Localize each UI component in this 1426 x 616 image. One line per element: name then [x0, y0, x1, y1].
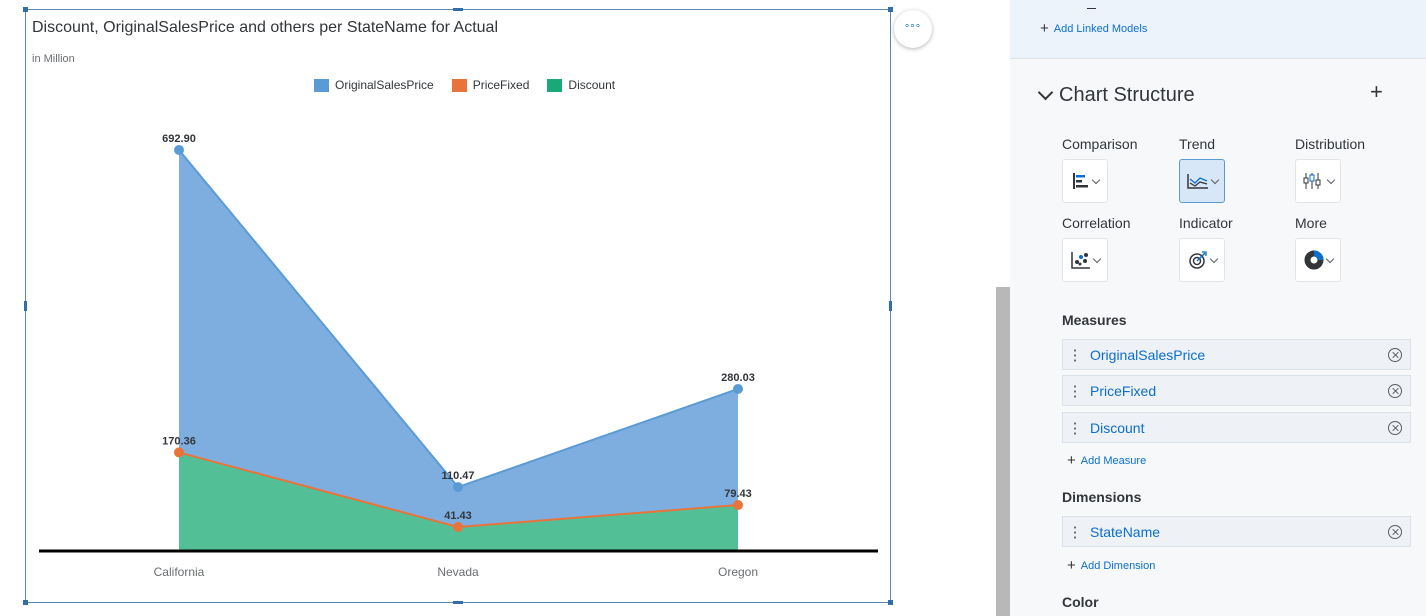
resize-handle-bottom-right[interactable]: [888, 600, 893, 605]
add-measure-label: Add Measure: [1080, 454, 1147, 467]
color-title: Color: [1062, 594, 1099, 610]
data-label-pricefixed-0: 170.36: [162, 435, 196, 447]
data-label-originalsalesprice-0: 692.90: [162, 133, 196, 145]
drag-handle-icon[interactable]: [1074, 524, 1076, 539]
builder-panel: + Add Linked Models Chart Structure + Co…: [1010, 0, 1426, 616]
measure-label: Discount: [1090, 419, 1145, 436]
legend-label: PriceFixed: [472, 78, 530, 92]
data-label-pricefixed-1: 41.43: [444, 510, 472, 522]
legend-item-originalsalesprice[interactable]: OriginalSalesPrice: [314, 78, 434, 92]
chart-subtitle: in Million: [32, 53, 75, 65]
measures-title: Measures: [1062, 312, 1127, 328]
box-plot-icon: [1303, 173, 1320, 189]
legend-label: OriginalSalesPrice: [335, 78, 434, 92]
legend-swatch: [547, 78, 563, 92]
data-label-originalsalesprice-1: 110.47: [441, 470, 474, 482]
distribution-chart-button[interactable]: [1295, 159, 1341, 203]
add-dimension-label: Add Dimension: [1080, 559, 1156, 572]
legend-item-discount[interactable]: Discount: [547, 78, 615, 92]
drag-handle-icon[interactable]: [1074, 383, 1076, 398]
remove-icon[interactable]: [1388, 420, 1402, 435]
remove-icon[interactable]: [1388, 383, 1402, 398]
area-discount: [179, 452, 738, 551]
add-linked-models-link[interactable]: + Add Linked Models: [1040, 21, 1147, 36]
point-pricefixed-2: [733, 500, 743, 511]
drag-handle-icon[interactable]: [1074, 347, 1076, 362]
data-label-pricefixed-2: 79.43: [724, 488, 752, 500]
resize-handle-right[interactable]: [889, 301, 892, 311]
area-chart-plot: 692.90 110.47 280.03 170.36 41.43 79.43 Califo…: [39, 133, 878, 579]
measure-chip-pricefixed[interactable]: PriceFixed: [1062, 375, 1411, 406]
chevron-down-icon: [1326, 175, 1335, 184]
truncated-text-fragment: [1087, 8, 1096, 9]
category-label-indicator: Indicator: [1179, 215, 1233, 231]
legend-swatch: [451, 78, 467, 92]
point-originalsalesprice-1: [453, 482, 463, 493]
target-icon: [1188, 251, 1207, 269]
section-title: Chart Structure: [1059, 84, 1195, 106]
chevron-down-icon: [1325, 254, 1334, 263]
scatter-chart-icon: [1070, 252, 1090, 269]
legend-swatch: [314, 78, 329, 92]
resize-handle-bottom[interactable]: [453, 601, 463, 604]
resize-handle-left[interactable]: [24, 301, 27, 311]
indicator-chart-button[interactable]: [1179, 238, 1225, 282]
remove-icon[interactable]: [1388, 524, 1402, 539]
point-pricefixed-0: [174, 447, 184, 458]
area-chart-icon: [1186, 174, 1208, 189]
legend-item-pricefixed[interactable]: PriceFixed: [451, 78, 530, 92]
measure-label: OriginalSalesPrice: [1090, 346, 1206, 363]
data-label-originalsalesprice-2: 280.03: [721, 372, 755, 384]
more-options-button[interactable]: °°°: [894, 10, 932, 48]
plus-icon: +: [1067, 557, 1076, 574]
category-label-comparison: Comparison: [1062, 136, 1138, 152]
add-dimension-link[interactable]: + Add Dimension: [1067, 558, 1155, 573]
category-label-more: More: [1295, 215, 1327, 231]
chevron-down-icon: [1037, 84, 1054, 101]
x-tick-label-2: Oregon: [718, 565, 758, 579]
x-tick-label-1: Nevada: [437, 565, 479, 579]
plus-icon: +: [1040, 20, 1049, 37]
resize-handle-bottom-left[interactable]: [23, 600, 28, 605]
data-source-section: + Add Linked Models: [1010, 0, 1426, 59]
chart-structure-toggle[interactable]: Chart Structure: [1037, 84, 1195, 107]
legend-label: Discount: [568, 78, 616, 92]
add-measure-link[interactable]: + Add Measure: [1067, 453, 1146, 468]
chevron-down-icon: [1209, 254, 1218, 263]
add-linked-models-label: Add Linked Models: [1053, 22, 1148, 35]
x-tick-label-0: California: [154, 565, 205, 579]
resize-handle-top-right[interactable]: [888, 7, 893, 12]
correlation-chart-button[interactable]: [1062, 238, 1108, 282]
category-label-trend: Trend: [1179, 136, 1216, 152]
chart-legend: OriginalSalesPrice PriceFixed Discount: [314, 78, 615, 92]
point-originalsalesprice-2: [733, 383, 743, 394]
category-label-correlation: Correlation: [1062, 215, 1131, 231]
category-label-distribution: Distribution: [1295, 136, 1366, 152]
dimensions-title: Dimensions: [1062, 489, 1142, 505]
resize-handle-top[interactable]: [453, 8, 463, 11]
chevron-down-icon: [1092, 254, 1101, 263]
measure-chip-discount[interactable]: Discount: [1062, 412, 1411, 443]
chevron-down-icon: [1091, 175, 1100, 184]
more-chart-types-button[interactable]: [1295, 238, 1341, 282]
comparison-chart-button[interactable]: [1062, 159, 1108, 203]
point-pricefixed-1: [453, 522, 463, 533]
bar-chart-icon: [1072, 173, 1088, 189]
vertical-scrollbar[interactable]: [996, 287, 1010, 616]
add-structure-button[interactable]: +: [1370, 79, 1383, 104]
remove-icon[interactable]: [1388, 347, 1402, 362]
dimension-chip-statename[interactable]: StateName: [1062, 516, 1411, 547]
measure-chip-originalsalesprice[interactable]: OriginalSalesPrice: [1062, 339, 1411, 370]
resize-handle-top-left[interactable]: [23, 7, 28, 12]
drag-handle-icon[interactable]: [1074, 420, 1076, 435]
dimension-label: StateName: [1090, 523, 1161, 540]
area-originalsalesprice: [179, 150, 738, 551]
chevron-down-icon: [1210, 175, 1219, 184]
chart-title: Discount, OriginalSalesPrice and others …: [32, 19, 499, 36]
measure-label: PriceFixed: [1090, 382, 1157, 399]
point-originalsalesprice-0: [174, 145, 184, 155]
donut-chart-icon: [1304, 250, 1323, 270]
plus-icon: +: [1067, 452, 1076, 469]
trend-chart-button[interactable]: [1179, 159, 1225, 203]
